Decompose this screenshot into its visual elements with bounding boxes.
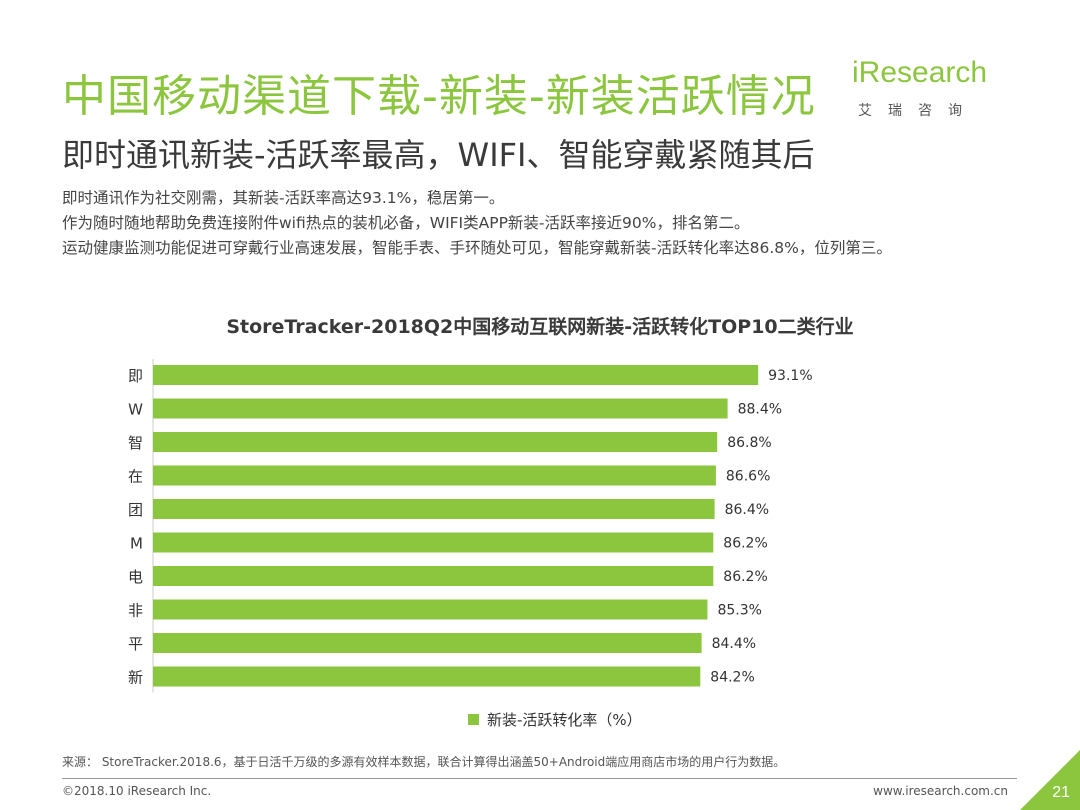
bar (153, 365, 759, 385)
category-label: 非 (128, 602, 143, 620)
chart-legend: 新装-活跃转化率（%） (468, 709, 642, 730)
legend-label: 新装-活跃转化率（%） (487, 711, 642, 729)
category-label: 平 (128, 635, 143, 653)
bar (153, 633, 702, 653)
category-label: 团 (128, 501, 143, 519)
data-label: 86.2% (723, 569, 767, 585)
bar-chart: 即 93.1% W 88.4% 智 86.8% 在 86.6% 团 86.4% M 86.2% 电 86.… (128, 359, 813, 693)
data-label: 84.2% (710, 670, 754, 686)
data-label: 93.1% (768, 368, 812, 384)
data-label: 86.8% (727, 435, 771, 451)
corner-decoration (1020, 750, 1080, 810)
data-label: 88.4% (738, 402, 782, 418)
data-label: 85.3% (717, 603, 761, 619)
category-label: 即 (128, 367, 143, 385)
category-label: W (128, 401, 143, 419)
page-title: 中国移动渠道下载-新装-新装活跃情况 (62, 71, 816, 122)
bar (153, 566, 714, 586)
page-number: 21 (1052, 784, 1070, 801)
bar (153, 432, 718, 452)
summary-line-2: 作为随时随地帮助免费连接附件wifi热点的装机必备，WIFI类APP新装-活跃率… (62, 214, 750, 232)
logo-subtext: 艾瑞咨询 (858, 103, 978, 119)
bar (153, 666, 701, 687)
website-link[interactable]: www.iresearch.com.cn (873, 784, 1008, 798)
data-label: 86.2% (723, 536, 767, 552)
category-label: 电 (128, 568, 143, 586)
chart-title: StoreTracker-2018Q2中国移动互联网新装-活跃转化TOP10二类… (226, 316, 854, 338)
page-subtitle: 即时通讯新装-活跃率最高，WIFI、智能穿戴紧随其后 (62, 136, 815, 174)
bar (153, 499, 715, 519)
logo-text: iResearch (852, 56, 988, 89)
source-note: 来源： StoreTracker.2018.6，基于日活千万级的多源有效样本数据… (62, 755, 786, 769)
bar (153, 532, 714, 553)
footer-divider (62, 778, 1017, 779)
copyright: ©2018.10 iResearch Inc. (62, 784, 212, 798)
legend-swatch (468, 714, 479, 725)
category-label: M (130, 535, 143, 553)
data-label: 86.4% (725, 502, 769, 518)
iresearch-logo: iResearch 艾瑞咨询 (852, 56, 1028, 124)
summary-text: 即时通讯作为社交刚需，其新装-活跃率高达93.1%，稳居第一。 作为随时随地帮助… (62, 186, 892, 261)
bar (153, 398, 728, 419)
summary-line-1: 即时通讯作为社交刚需，其新装-活跃率高达93.1%，稳居第一。 (62, 189, 505, 207)
data-label: 84.4% (712, 636, 756, 652)
bar (153, 599, 708, 620)
category-label: 在 (128, 468, 143, 486)
category-label: 新 (128, 669, 143, 687)
summary-line-3: 运动健康监测功能促进可穿戴行业高速发展，智能手表、手环随处可见，智能穿戴新装-活… (62, 239, 892, 257)
bar (153, 465, 716, 486)
category-label: 智 (128, 434, 143, 452)
data-label: 86.6% (726, 469, 770, 485)
